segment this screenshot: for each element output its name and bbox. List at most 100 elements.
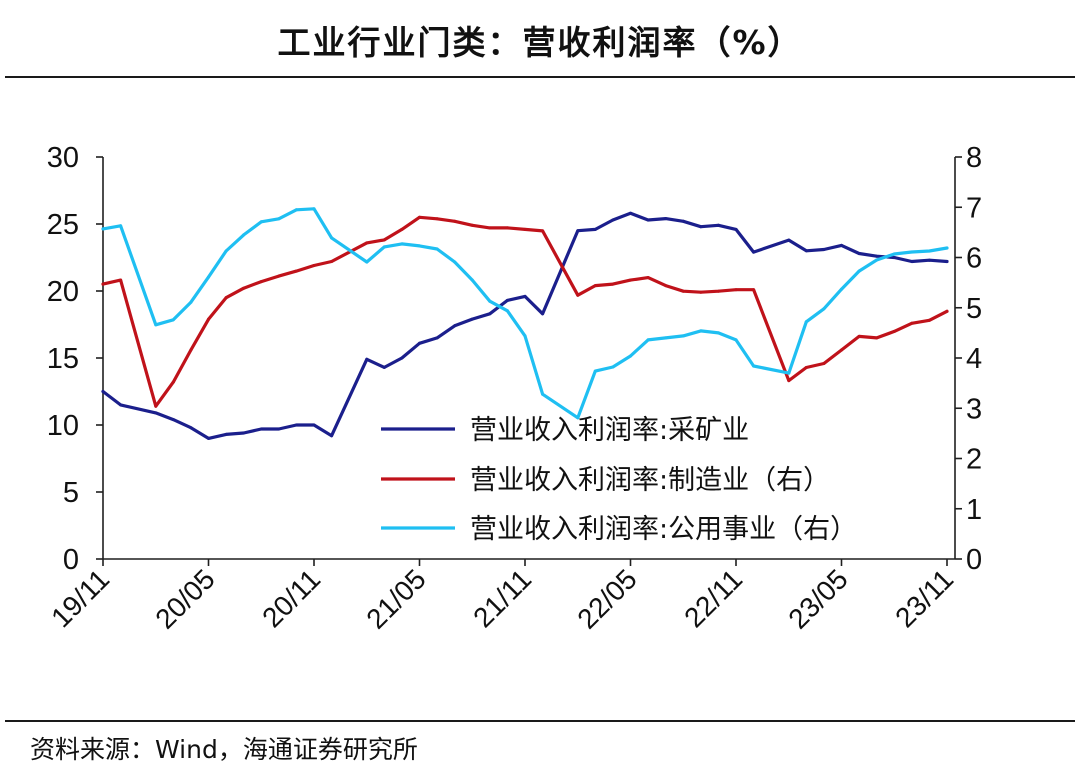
data-point xyxy=(593,369,597,373)
data-point xyxy=(593,284,597,288)
axes-group: 0 5 10 15 20 25 30 0 1 2 3 4 5 6 7 8 19/11 20/05 20/11 21/0… xyxy=(45,142,982,635)
data-point xyxy=(716,289,720,293)
data-point xyxy=(787,238,791,242)
right-y-tick-label: 7 xyxy=(966,192,982,224)
x-tick-label: 20/05 xyxy=(149,563,220,634)
data-point xyxy=(804,366,808,369)
left-y-tick-label: 30 xyxy=(47,142,79,174)
data-point xyxy=(822,248,826,251)
data-point xyxy=(910,260,914,263)
data-point xyxy=(681,289,685,293)
data-point xyxy=(646,218,650,222)
data-point xyxy=(910,250,914,254)
data-point xyxy=(840,287,843,291)
title-divider xyxy=(5,76,1075,78)
data-point xyxy=(453,260,457,264)
data-point xyxy=(382,245,386,249)
data-point xyxy=(752,250,756,254)
data-point xyxy=(611,218,615,222)
data-point xyxy=(822,307,826,311)
data-point xyxy=(505,226,509,230)
data-point xyxy=(910,321,914,325)
data-point xyxy=(681,334,685,338)
legend-item-manufacturing: 营业收入利润率:制造业（右） xyxy=(381,465,830,496)
x-tick-label: 22/05 xyxy=(571,563,642,634)
data-point xyxy=(927,318,931,322)
data-point xyxy=(892,252,896,256)
left-y-tick-label: 10 xyxy=(47,410,79,442)
left-y-tick-label: 15 xyxy=(47,343,79,375)
footer-divider xyxy=(5,720,1075,722)
data-point xyxy=(330,260,334,263)
data-point xyxy=(470,223,474,227)
data-point xyxy=(664,284,668,288)
data-point xyxy=(541,229,545,233)
legend-label: 营业收入利润率:采矿业 xyxy=(470,415,749,446)
series-mining xyxy=(101,211,949,440)
data-point xyxy=(488,299,492,303)
data-point xyxy=(629,211,632,215)
data-point xyxy=(294,269,298,273)
data-point xyxy=(470,317,474,321)
data-point xyxy=(892,329,896,333)
data-point xyxy=(681,219,685,223)
data-point xyxy=(312,423,316,427)
x-tick-label: 23/11 xyxy=(889,563,959,633)
data-point xyxy=(664,217,668,221)
data-point xyxy=(259,220,263,224)
right-y-tick-label: 2 xyxy=(966,444,982,476)
right-y-tick-label: 3 xyxy=(966,393,982,425)
data-point xyxy=(927,249,931,253)
data-point xyxy=(119,224,123,228)
data-point xyxy=(277,217,281,221)
data-point xyxy=(945,309,949,313)
data-point xyxy=(523,334,527,338)
data-point xyxy=(505,309,509,313)
data-point xyxy=(207,275,210,279)
data-point xyxy=(576,293,580,297)
data-point xyxy=(330,434,334,438)
data-point xyxy=(945,260,949,263)
x-tick-label: 22/11 xyxy=(678,563,748,633)
right-y-tick-label: 5 xyxy=(966,293,982,325)
data-point xyxy=(646,338,650,342)
series-group xyxy=(101,207,949,440)
data-point xyxy=(224,249,228,253)
data-point xyxy=(752,364,756,368)
legend-item-mining: 营业收入利润率:采矿业 xyxy=(381,415,749,446)
data-point xyxy=(541,312,545,316)
x-tick-label: 21/11 xyxy=(467,563,537,633)
data-point xyxy=(171,318,175,322)
data-point xyxy=(171,380,175,384)
data-point xyxy=(435,336,439,340)
data-point xyxy=(488,226,492,230)
data-point xyxy=(523,227,527,231)
data-point xyxy=(312,207,316,211)
data-point xyxy=(629,354,632,358)
data-point xyxy=(787,379,791,383)
data-point xyxy=(488,312,492,316)
data-point xyxy=(400,356,404,360)
data-point xyxy=(435,217,439,221)
data-point xyxy=(365,260,369,264)
right-y-tick-label: 4 xyxy=(966,343,982,375)
series-manufacturing xyxy=(101,215,949,408)
data-point xyxy=(312,264,316,267)
data-point xyxy=(804,249,808,253)
data-point xyxy=(119,278,123,282)
data-point xyxy=(875,254,879,258)
data-point xyxy=(294,423,298,427)
data-point xyxy=(101,282,105,286)
data-point xyxy=(189,348,193,352)
left-y-tick-label: 25 xyxy=(47,209,79,241)
data-point xyxy=(453,324,457,328)
data-point xyxy=(330,236,334,240)
data-point xyxy=(154,323,158,327)
data-point xyxy=(699,225,703,229)
legend-item-utilities: 营业收入利润率:公用事业（右） xyxy=(381,514,857,545)
data-point xyxy=(505,298,509,302)
data-point xyxy=(453,219,457,223)
data-point xyxy=(365,241,369,245)
